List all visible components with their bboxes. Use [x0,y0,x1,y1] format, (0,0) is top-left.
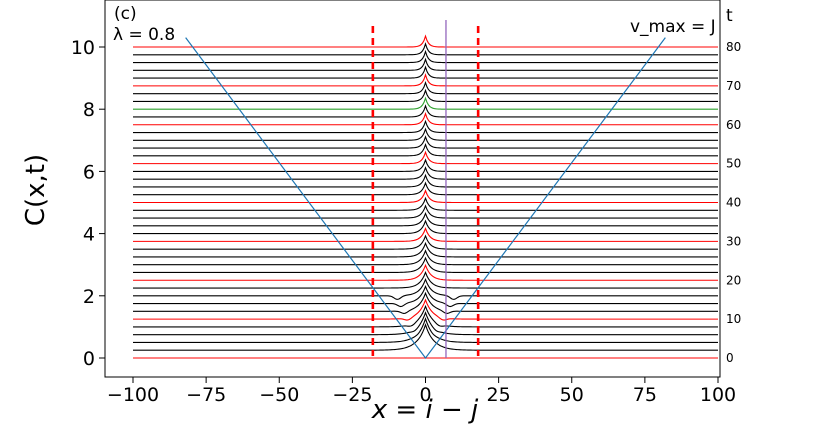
right-tick-label: 30 [726,234,741,248]
x-tick-label: 100 [700,384,736,406]
series-line-t30 [133,227,718,242]
y-tick-label: 6 [83,161,95,183]
vmax-annotation: v_max = J [630,17,716,37]
series-line-t20 [133,263,718,281]
series-line-t48 [133,158,718,172]
x-tick-label: 0 [419,384,431,406]
x-ticks: −100 −75 −50 −25 0 25 50 75 100 [107,377,736,406]
x-tick-label: −50 [259,384,299,406]
y-tick-label: 0 [83,348,95,370]
series-line-t70 [133,73,718,87]
series-line-t80 [133,34,718,48]
right-ticks: 0 10 20 30 40 50 60 70 80 [726,40,741,365]
series-line-t62 [133,104,718,118]
series-line-t42 [133,181,718,196]
x-tick-label: −100 [107,384,159,406]
series-line-t32 [133,219,718,235]
right-tick-label: 80 [726,40,741,54]
series-line-t58 [133,119,718,134]
series-line-t10 [133,298,718,321]
y-tick-label: 2 [83,286,95,308]
x-tick-label: 75 [633,384,657,406]
y-axis-title: C(x,t) [21,154,51,226]
series-line-t16 [133,278,718,300]
series-line-t72 [133,65,718,79]
y-tick-label: 4 [83,224,95,246]
series-line-t56 [133,127,718,141]
series-line-t78 [133,42,718,56]
overlay-layer [185,20,666,360]
series-line-t34 [133,211,718,227]
x-tick-label: 50 [560,384,584,406]
series-line-t60 [133,111,718,126]
series-line-t36 [133,204,718,219]
series-line-t6 [133,311,718,336]
right-tick-label: 70 [726,79,741,93]
series-line-t64 [133,96,718,110]
y-tick-label: 10 [71,37,95,59]
series-line-t14 [133,284,718,308]
plot-frame [104,0,721,378]
lambda-annotation: λ = 0.8 [113,25,175,45]
x-tick-label: −25 [332,384,372,406]
series-line-t40 [133,189,718,204]
series-line-t76 [133,49,718,64]
right-tick-label: 50 [726,157,741,171]
right-tick-label: 10 [726,312,741,326]
series-line-t4 [133,317,718,343]
series-line-t28 [133,234,718,250]
y-ticks: 0 2 4 6 8 10 [71,37,105,370]
y-tick-label: 8 [83,99,95,121]
series-line-t24 [133,249,718,266]
x-tick-label: −75 [186,384,226,406]
right-tick-label: 20 [726,273,741,287]
series-line-t52 [133,142,718,157]
series-line-t2 [133,323,718,351]
series-line-t54 [133,135,718,149]
right-axis-label: t [726,6,733,26]
series-line-t18 [133,270,718,289]
series-line-t38 [133,196,718,211]
right-tick-label: 60 [726,118,741,132]
series-line-t26 [133,241,718,258]
series-layer [133,34,718,359]
light-cone-line [185,37,666,360]
right-tick-label: 40 [726,196,741,210]
right-tick-label: 0 [726,351,734,365]
series-line-t68 [133,80,718,95]
panel-label: (c) [114,4,137,24]
series-line-t12 [133,291,718,314]
series-line-t44 [133,173,718,188]
series-line-t74 [133,57,718,71]
series-line-t66 [133,88,718,102]
series-line-t50 [133,150,718,165]
x-tick-label: 25 [487,384,511,406]
series-line-t22 [133,256,718,274]
x-axis-title: x = i − j [371,395,479,425]
series-line-t46 [133,166,718,180]
series-line-t8 [133,304,718,328]
